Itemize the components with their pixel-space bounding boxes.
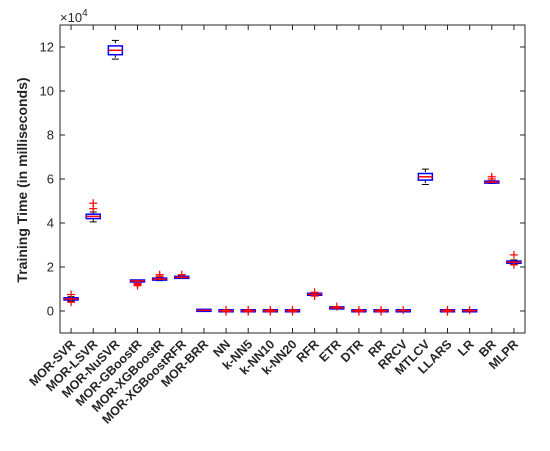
box-mor-xgboostrfr: [174, 270, 190, 280]
axes-frame: [59, 24, 526, 334]
outlier-marker: [509, 250, 518, 259]
outlier-marker: [288, 307, 297, 316]
y-multiplier-label: ×104: [60, 8, 88, 25]
box-mlpr: [506, 250, 522, 269]
box-mor-lsvr: [85, 199, 101, 223]
x-tick-label: RFR: [294, 337, 322, 365]
box-lr: [461, 306, 478, 315]
outlier-marker: [67, 298, 76, 307]
outlier-marker: [244, 307, 253, 316]
outlier-marker: [133, 279, 142, 288]
outlier-marker: [399, 306, 408, 315]
plot-area: 024681012MOR-SVRMOR-LSVRMOR-NuSVRMOR-GBo…: [27, 24, 526, 427]
outlier-marker: [155, 270, 164, 279]
outlier-marker: [354, 307, 363, 316]
outlier-marker: [310, 292, 319, 301]
outlier-marker: [332, 302, 341, 311]
box-dtr: [351, 305, 367, 316]
box-mor-gboostr: [129, 279, 146, 290]
box-k-nn10: [262, 305, 279, 316]
box-mtlcv: [417, 168, 434, 185]
x-tick-label: DTR: [338, 337, 366, 365]
box-rfr: [306, 288, 323, 301]
y-tick-label: 6: [47, 172, 54, 187]
box-rr: [373, 305, 389, 316]
outlier-marker: [67, 290, 76, 299]
svg-text:×104: ×104: [60, 8, 88, 25]
outlier-marker: [465, 306, 474, 315]
y-tick-label: 2: [47, 260, 54, 275]
x-tick-label: LR: [455, 337, 477, 359]
box-br: [484, 172, 500, 184]
box-rrcv: [395, 306, 411, 315]
box-mor-svr: [63, 290, 79, 307]
outlier-marker: [266, 307, 275, 316]
box-k-nn5: [240, 305, 256, 316]
outlier-marker: [222, 307, 231, 316]
outlier-marker: [89, 199, 98, 208]
box-mor-xgboostr: [151, 270, 168, 282]
x-tick-label: ETR: [316, 337, 344, 365]
box-llars: [439, 305, 456, 316]
box-mor-brr: [196, 308, 212, 313]
y-axis-title: Training Time (in milliseconds): [14, 77, 30, 282]
y-tick-label: 4: [47, 216, 54, 231]
box-etr: [329, 302, 345, 311]
y-tick-label: 12: [40, 40, 54, 55]
outlier-marker: [177, 270, 186, 279]
box-k-nn20: [284, 305, 301, 316]
outlier-marker: [509, 260, 518, 269]
box-mor-nusvr: [107, 39, 124, 60]
outlier-marker: [443, 307, 452, 316]
y-tick-label: 10: [40, 84, 54, 99]
outlier-marker: [487, 172, 496, 181]
outlier-marker: [377, 307, 386, 316]
y-tick-label: 8: [47, 128, 54, 143]
box-nn: [218, 305, 234, 316]
y-tick-label: 0: [47, 304, 54, 319]
